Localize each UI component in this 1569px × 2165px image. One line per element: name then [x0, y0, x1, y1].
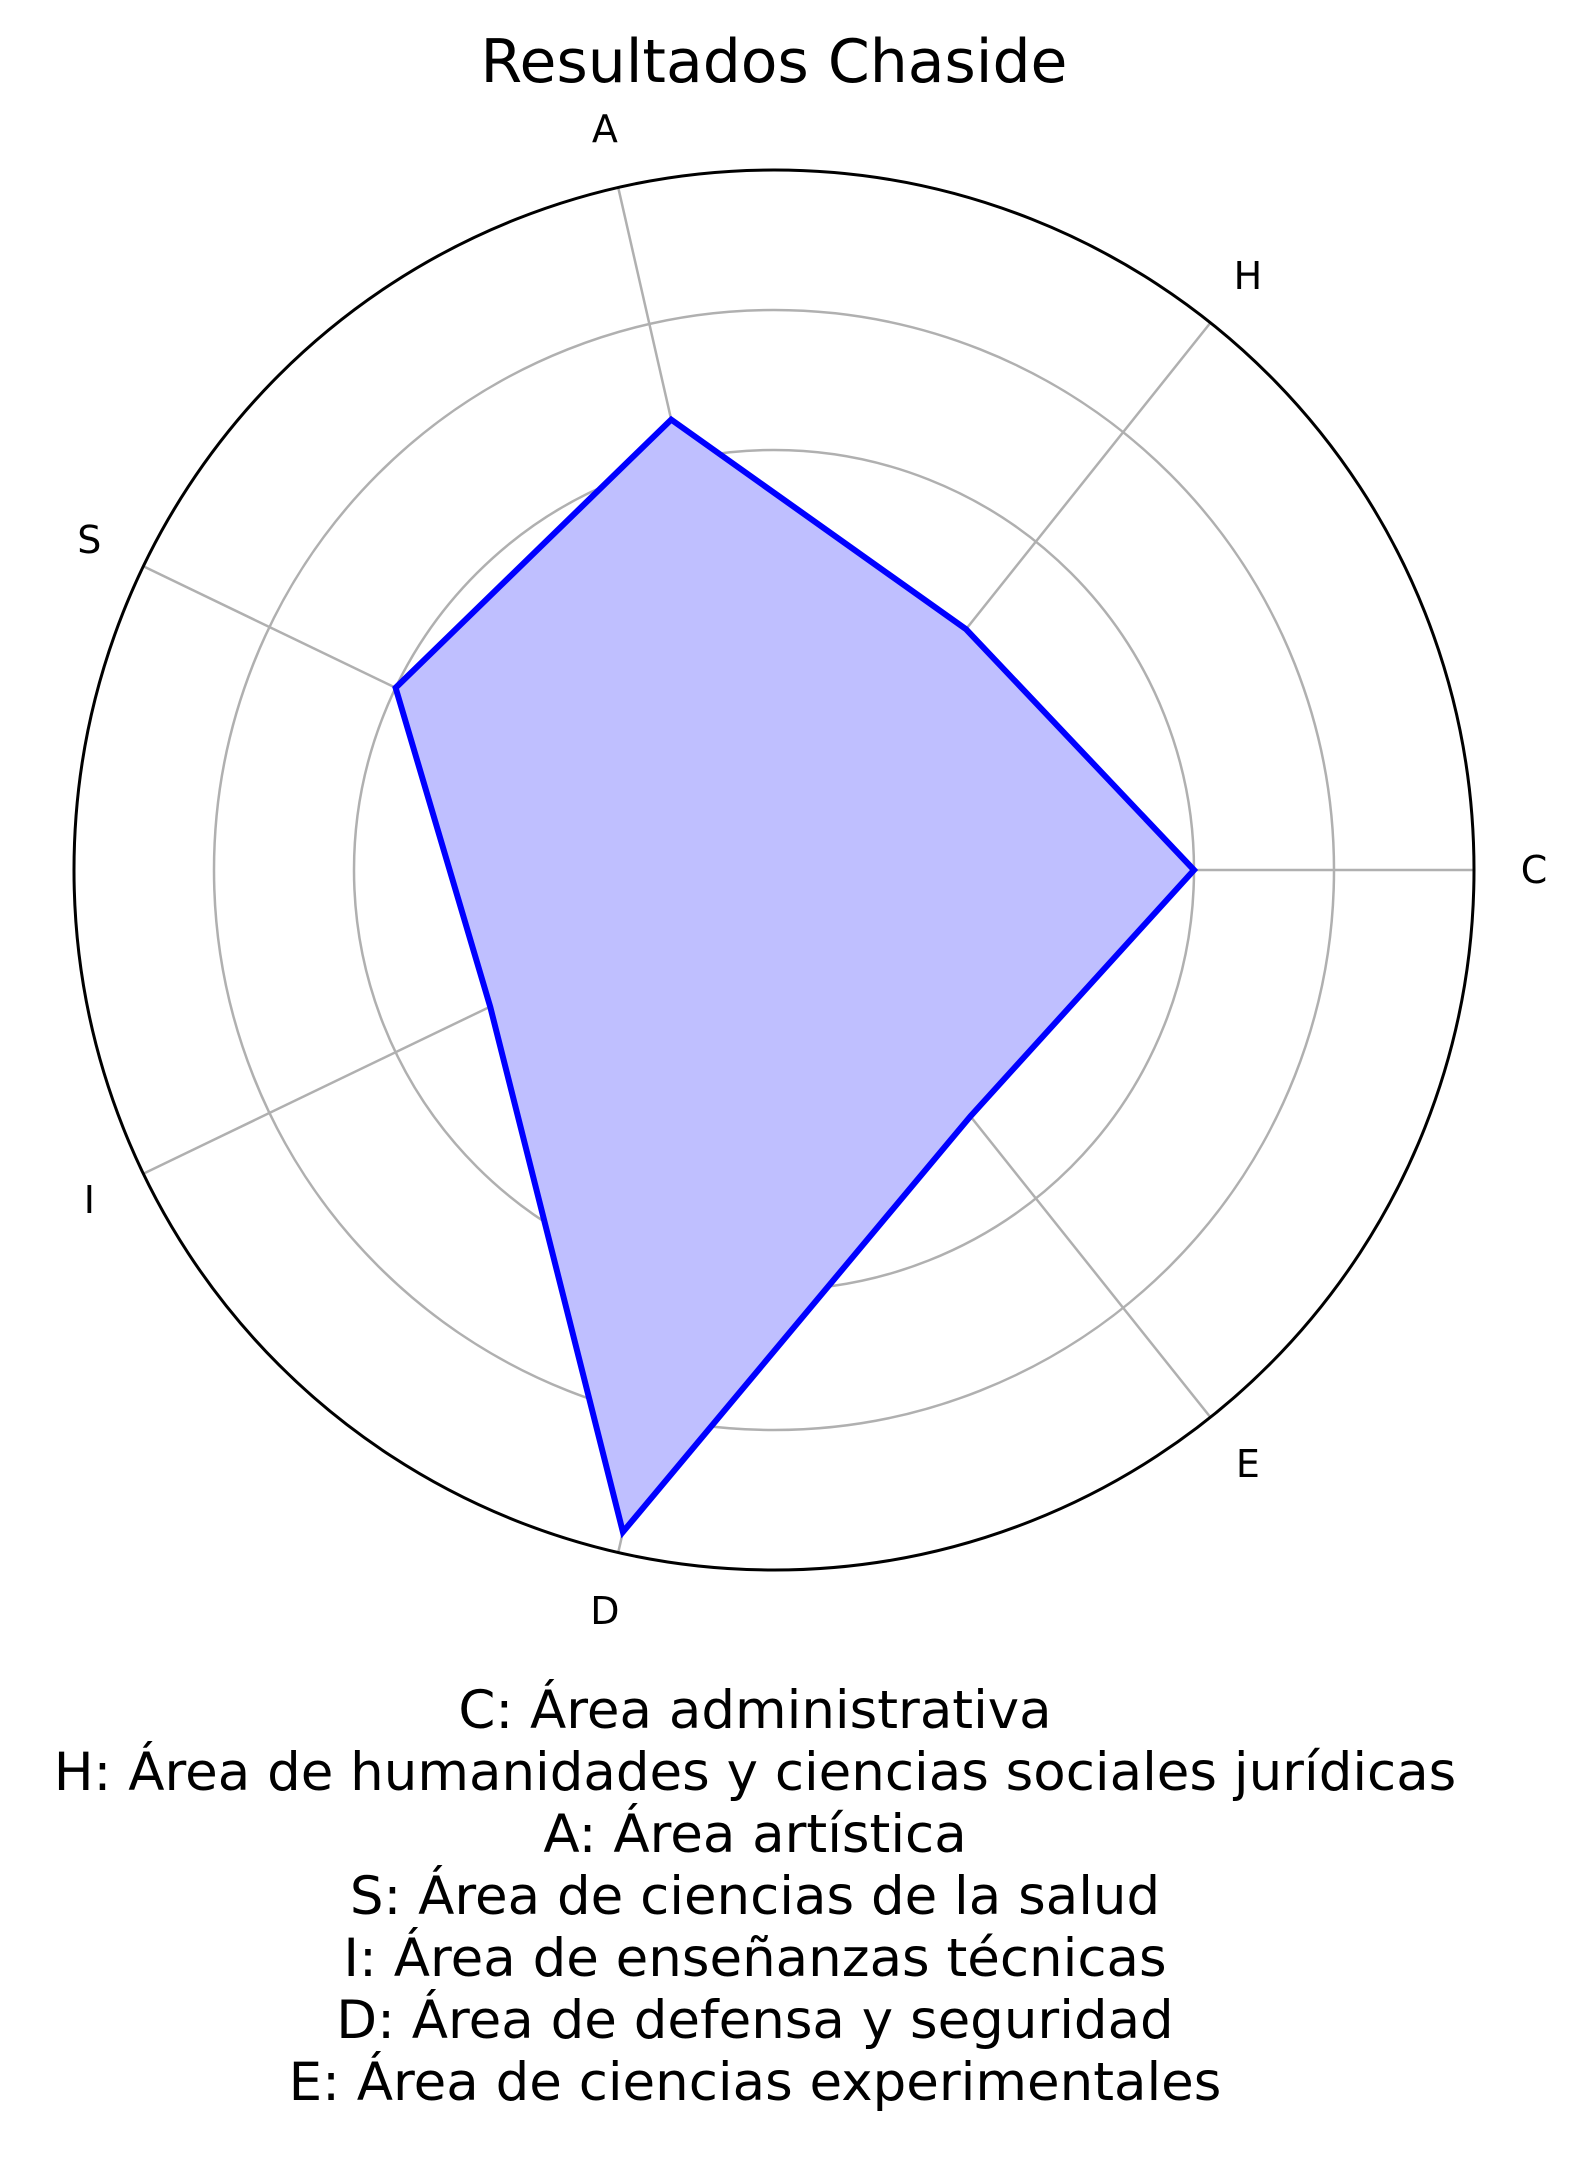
axis-label-h: H: [1234, 254, 1263, 298]
outer-frame: [72, 168, 1476, 1572]
axis-labels: C H A S I D E: [77, 107, 1547, 1633]
legend-line-h: H: Área de humanidades y ciencias social…: [53, 1742, 1457, 1803]
series-line: [392, 415, 1199, 1539]
radar-chart: Resultados Chaside C H A S I D E: [72, 27, 1547, 1633]
axis-label-i: I: [84, 1178, 95, 1222]
chart-title: Resultados Chaside: [481, 27, 1068, 97]
legend-line-c: C: Área administrativa: [458, 1680, 1052, 1741]
axis-label-a: A: [592, 107, 618, 151]
legend-line-d: D: Área de defensa y seguridad: [336, 1990, 1174, 2051]
series-area: [395, 419, 1195, 1533]
axis-label-c: C: [1521, 848, 1548, 892]
data-series: [392, 415, 1199, 1539]
legend-line-i: I: Área de enseñanzas técnicas: [343, 1928, 1167, 1989]
axis-label-d: D: [590, 1589, 619, 1633]
axis-label-s: S: [77, 518, 101, 562]
legend-line-s: S: Área de ciencias de la salud: [349, 1866, 1161, 1927]
legend-line-e: E: Área de ciencias experimentales: [288, 2052, 1222, 2113]
category-legend: C: Área administrativa H: Área de humani…: [0, 1680, 1510, 2114]
axis-label-e: E: [1236, 1442, 1260, 1486]
legend-line-a: A: Área artística: [543, 1804, 967, 1865]
